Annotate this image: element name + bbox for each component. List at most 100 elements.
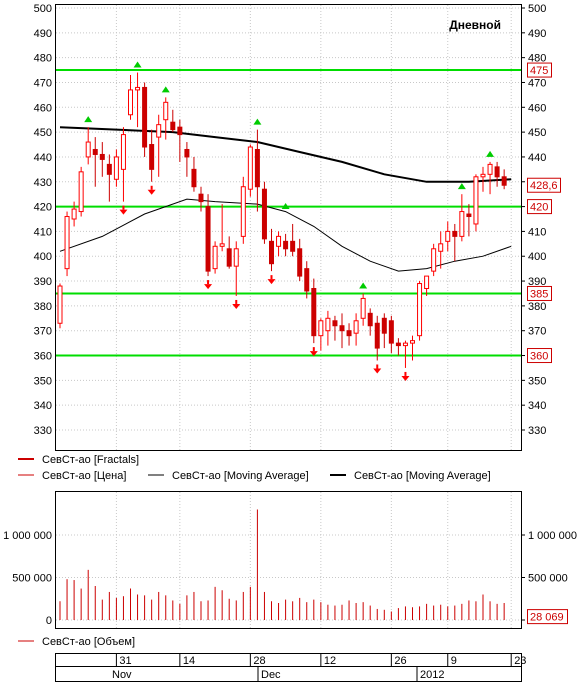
price-y-tick-label: 330: [34, 425, 52, 437]
price-y-tick-label: 380: [34, 301, 52, 313]
volume-y-tick-label: 1 000 000: [3, 530, 52, 542]
price-legend-label: СевСт-ао [Moving Average]: [354, 470, 491, 482]
fractal-down-stem: [207, 280, 210, 285]
fractal-down-stem: [235, 299, 238, 304]
fractal-up-marker: [281, 203, 290, 210]
candle-body: [71, 208, 77, 220]
candle-body: [424, 275, 430, 290]
candle-body: [487, 163, 493, 175]
price-y-tick-label: 370: [34, 326, 52, 338]
chart-title: Дневной: [449, 18, 501, 32]
candle-body: [142, 86, 148, 148]
candle-body: [459, 211, 465, 237]
last-price-label-box: [527, 177, 561, 193]
volume-y-tick-label-right: 500 000: [528, 573, 568, 585]
candle-body: [113, 156, 119, 180]
candle-body: [445, 230, 451, 242]
volume-legend-label: СевСт-ао [Объем]: [42, 636, 135, 648]
volume-bars: [59, 509, 505, 620]
x-day-tick-label: 31: [119, 655, 131, 667]
candle-body: [261, 188, 267, 240]
price-y-axis-left: 330 340 350 360 370 380 390 400 410 420 430 440 450 4…: [34, 3, 52, 437]
price-y-tick-label: 410: [34, 226, 52, 238]
x-day-tick-label: 28: [253, 655, 265, 667]
candle-body: [304, 268, 310, 292]
x-month-label: Nov: [112, 669, 132, 681]
fractal-up-marker: [253, 118, 262, 125]
volume-right-labels: 28 069: [527, 609, 568, 625]
candle-body: [374, 322, 380, 349]
price-y-tick-label-right: 370: [528, 326, 546, 338]
candle-body: [297, 248, 303, 277]
price-y-tick-label-right: 460: [528, 102, 546, 114]
candle-body: [78, 171, 84, 213]
price-y-tick-label-right: 490: [528, 28, 546, 40]
candle-body: [106, 163, 112, 175]
fractal-down-stem: [404, 371, 407, 376]
candle-body: [381, 317, 387, 334]
price-y-tick-label: 500: [34, 3, 52, 15]
candle-body: [233, 248, 239, 267]
price-panel-frame: [55, 4, 522, 451]
x-day-tick-label: 14: [183, 655, 195, 667]
level-label-box: [527, 285, 552, 301]
candle-body: [191, 168, 197, 188]
candle-body: [360, 297, 366, 319]
candle-body: [198, 193, 204, 203]
fractal-down-marker: [309, 351, 318, 357]
volume-y-tick-label-right: 1 000 000: [528, 530, 577, 542]
candle-body: [325, 317, 331, 332]
volume-y-tick-label: 500 000: [12, 573, 52, 585]
candle-body: [417, 283, 423, 337]
price-y-tick-label-right: 330: [528, 425, 546, 437]
price-y-tick-label: 420: [34, 202, 52, 214]
fractal-down-stem: [150, 185, 153, 190]
fractal-down-marker: [204, 284, 213, 290]
candle-body: [128, 89, 133, 116]
price-y-tick-label: 470: [34, 77, 52, 89]
price-legend-label: СевСт-ао [Moving Average]: [172, 470, 309, 482]
x-day-tick-label: 12: [324, 655, 336, 667]
x-day-tick-label: 26: [394, 655, 406, 667]
candle-body: [57, 285, 63, 324]
candle-body: [276, 235, 282, 247]
fractal-up-marker: [359, 282, 368, 289]
fractal-markers: [84, 61, 495, 381]
candle-body: [283, 240, 289, 250]
moving-average-fast-line: [59, 198, 512, 272]
price-y-tick-label: 390: [34, 276, 52, 288]
candle-body: [353, 320, 359, 334]
price-legend: СевСт-ао [Fractals] СевСт-ао [Цена] СевСт-…: [18, 454, 491, 482]
x-month-label: Dec: [261, 669, 281, 681]
candle-body: [149, 144, 155, 170]
volume-last-label-box: [527, 609, 568, 625]
fractal-down-stem: [122, 205, 125, 210]
price-y-tick-label: 400: [34, 251, 52, 263]
price-y-tick-label: 440: [34, 152, 52, 164]
candle-body: [346, 330, 352, 337]
candle-body: [226, 248, 232, 267]
price-y-tick-label: 490: [34, 28, 52, 40]
price-y-tick-label: 430: [34, 177, 52, 189]
candle-body: [290, 240, 296, 252]
level-label-box: [527, 62, 552, 78]
candle-body: [64, 216, 70, 270]
level-label: 420: [530, 202, 548, 214]
candle-body: [170, 121, 176, 131]
level-label-box: [527, 348, 552, 364]
candle-body: [466, 213, 472, 218]
level-label: 475: [530, 65, 548, 77]
price-y-tick-label-right: 410: [528, 226, 546, 238]
candle-body: [85, 141, 91, 158]
x-axis: 31 14 28 12 26 9 23 Nov Dec 2012: [112, 654, 526, 681]
price-legend-label: СевСт-ао [Fractals]: [42, 454, 139, 466]
fractal-down-stem: [270, 275, 273, 280]
candle-body: [205, 206, 211, 272]
price-y-tick-label-right: 400: [528, 251, 546, 263]
level-label: 360: [530, 351, 548, 363]
price-y-tick-label-right: 480: [528, 53, 546, 65]
x-day-tick-label: 9: [451, 655, 457, 667]
candle-body: [269, 240, 274, 265]
candle-body: [367, 312, 373, 327]
